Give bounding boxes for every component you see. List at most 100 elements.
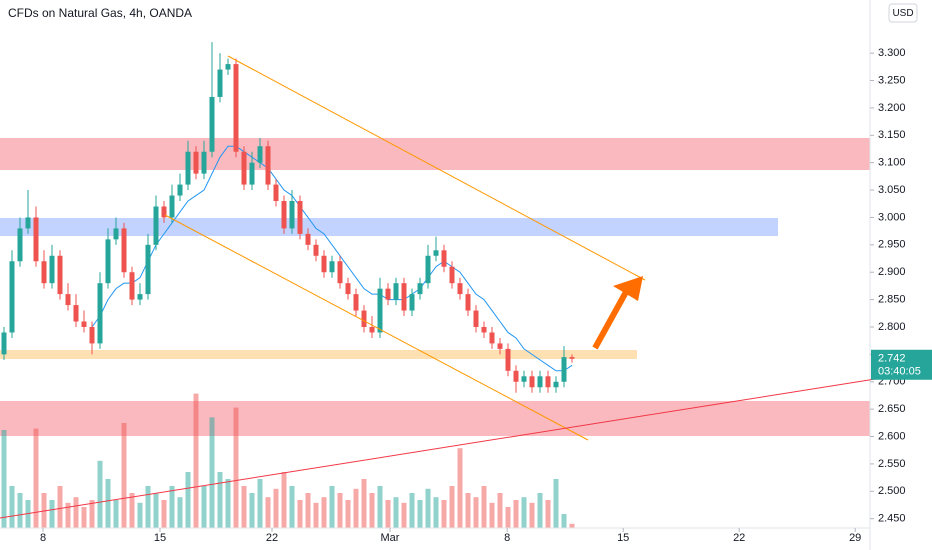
candle-body	[241, 151, 247, 185]
candle-body	[193, 151, 199, 174]
volume-bar	[17, 493, 23, 528]
resistance-zone	[0, 138, 870, 170]
candle-body	[65, 294, 71, 306]
volume-bar	[41, 493, 47, 528]
candle-body	[353, 294, 359, 311]
candle-body	[521, 376, 527, 382]
volume-bar	[145, 486, 151, 528]
volume-bar	[225, 479, 231, 528]
candle-body	[513, 370, 519, 382]
level-zone	[0, 350, 637, 359]
volume-bar	[337, 493, 343, 528]
y-tick-label: 3.300	[878, 47, 906, 59]
candle-body	[433, 250, 439, 256]
volume-bar	[457, 448, 463, 528]
volume-bar	[89, 500, 95, 528]
candle-body	[345, 283, 351, 295]
candle-body	[249, 162, 255, 185]
y-tick-label: 3.050	[878, 184, 906, 196]
channel-lower	[164, 214, 589, 441]
volume-bar	[241, 486, 247, 528]
y-tick-label: 2.950	[878, 239, 906, 251]
candle-body	[449, 266, 455, 284]
volume-bar	[49, 500, 55, 528]
arrow-shaft	[592, 290, 629, 350]
candle-body	[217, 69, 223, 97]
candle-body	[425, 255, 431, 284]
volume-bar	[353, 488, 359, 528]
volume-bar	[81, 507, 87, 528]
volume-bar	[161, 500, 167, 528]
currency-label: USD	[892, 8, 913, 19]
time-axis	[0, 528, 870, 550]
volume-bar	[441, 500, 447, 528]
volume-bar	[545, 500, 551, 528]
volume-bar	[273, 488, 279, 528]
volume-bar	[289, 486, 295, 528]
y-tick-label: 2.500	[878, 485, 906, 497]
candle-body	[489, 332, 495, 344]
volume-bar	[73, 497, 79, 528]
candle-body	[289, 201, 295, 229]
y-tick-label: 2.650	[878, 403, 906, 415]
volume-bar	[105, 479, 111, 528]
candle-body	[313, 244, 319, 256]
volume-bar	[97, 460, 103, 528]
volume-bar	[65, 502, 71, 528]
volume-bar	[57, 486, 63, 528]
candle-body	[273, 184, 279, 202]
axis-labels: 2.4502.5002.5502.6002.6502.7002.7502.800…	[40, 47, 932, 544]
volume-bar	[217, 472, 223, 528]
candle-body	[49, 255, 55, 284]
x-tick-label: 15	[154, 532, 166, 544]
volume-bar	[249, 493, 255, 528]
volume-bar	[377, 486, 383, 528]
candle-body	[497, 343, 503, 349]
volume-bar	[1, 430, 7, 528]
volume-bar	[305, 493, 311, 528]
candle-body	[569, 357, 575, 359]
candle-body	[361, 310, 367, 327]
volume-bar	[153, 493, 159, 528]
candle-body	[145, 244, 151, 295]
candle-body	[57, 255, 63, 295]
support-zone	[0, 218, 778, 236]
candle-body	[41, 261, 47, 284]
currency-button[interactable]	[888, 3, 918, 23]
volume-bar	[129, 493, 135, 528]
candle-body	[89, 326, 95, 344]
candle-body	[473, 310, 479, 327]
x-tick-label: 8	[40, 532, 46, 544]
candle-body	[1, 332, 7, 355]
y-tick-label: 3.200	[878, 102, 906, 114]
volume-bar	[113, 500, 119, 528]
y-tick-label: 3.100	[878, 157, 906, 169]
volume-bar	[209, 417, 215, 528]
volume-bar	[121, 423, 127, 528]
volume-bar	[385, 500, 391, 528]
candle-body	[73, 305, 79, 322]
volume-bar	[489, 502, 495, 528]
candle-body	[377, 288, 383, 333]
volume-bar	[529, 502, 535, 528]
x-tick-label: 15	[617, 532, 629, 544]
volume-bar	[297, 500, 303, 528]
candle-body	[401, 283, 407, 311]
candle-body	[529, 376, 535, 388]
channel-upper	[227, 55, 646, 281]
candle-body	[393, 283, 399, 300]
candle-body	[305, 233, 311, 245]
candle-body	[225, 64, 231, 70]
candle-body	[369, 326, 375, 333]
price-axis	[870, 0, 932, 550]
candle-body	[81, 321, 87, 327]
x-tick-label: 22	[733, 532, 745, 544]
volume-bar	[425, 488, 431, 528]
candle-body	[161, 206, 167, 218]
candle-body	[553, 381, 559, 388]
candle-body	[409, 294, 415, 311]
candle-body	[97, 283, 103, 344]
volume-bar	[193, 393, 199, 528]
volume-bar	[281, 472, 287, 528]
